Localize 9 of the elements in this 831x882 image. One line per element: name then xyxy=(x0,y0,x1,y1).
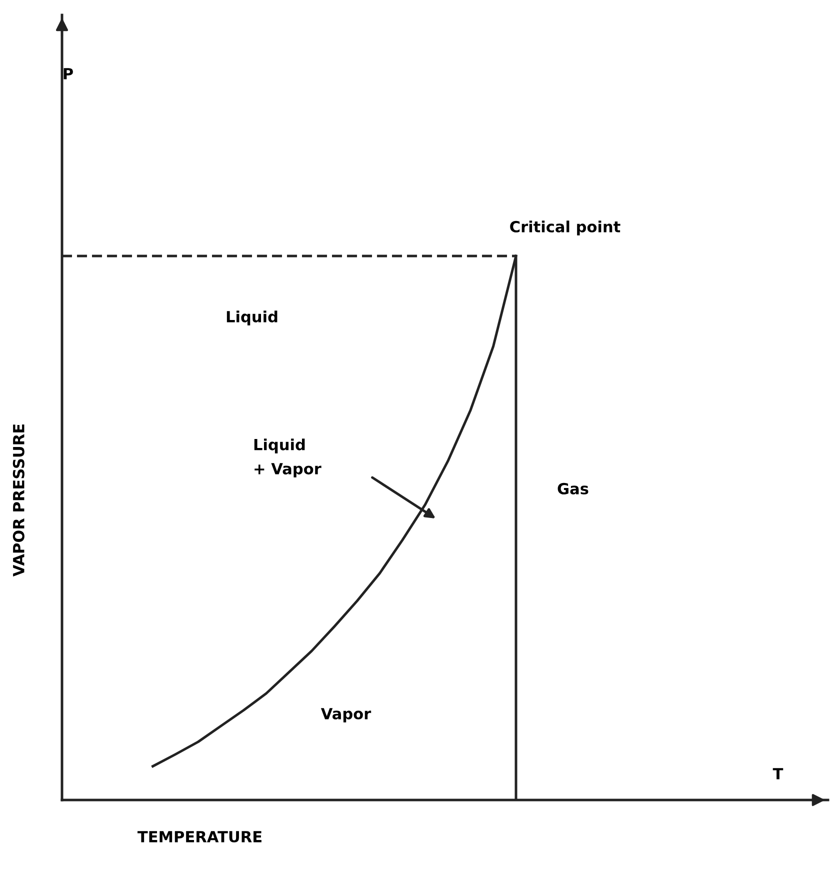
x-axis-title: TEMPERATURE xyxy=(138,831,262,842)
text: P xyxy=(64,68,73,80)
annotation: Liquid + Vapor xyxy=(254,438,322,478)
text: T xyxy=(772,768,784,780)
annotation: Vapor xyxy=(320,708,372,722)
text: Gas xyxy=(558,482,588,494)
text: Critical point xyxy=(510,220,620,236)
annotation: Liquid xyxy=(226,310,278,326)
y-axis-title: VAPOR PRESSURE xyxy=(12,424,24,577)
